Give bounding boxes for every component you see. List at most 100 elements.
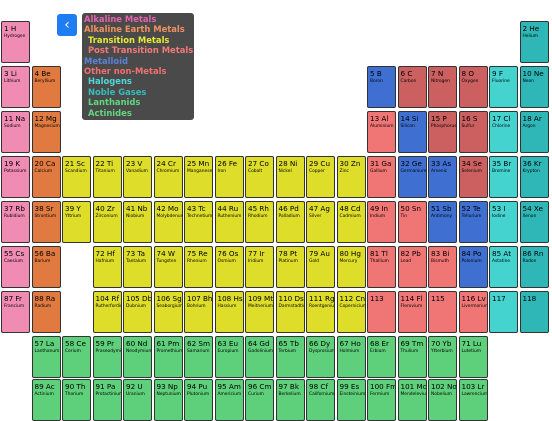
element-cell[interactable]: 19 K Potassium	[1, 156, 30, 198]
element-cell[interactable]: 20 Ca Calcium	[31, 156, 61, 198]
element-cell[interactable]: 77 Ir Iridium	[245, 246, 274, 288]
element-cell[interactable]: 32 Ge Germanium	[397, 156, 427, 198]
element-cell[interactable]: 84 Po Polonium	[458, 246, 488, 288]
element-cell[interactable]: 5 B Boron	[367, 66, 396, 108]
element-cell[interactable]: 15 P Phosphorus	[428, 111, 457, 153]
element-cell[interactable]: 65 Tb Terbium	[275, 336, 305, 378]
element-cell[interactable]: 40 Zr Zirconium	[92, 201, 122, 243]
element-cell[interactable]: 23 V Vanadium	[123, 156, 152, 198]
element-cell[interactable]: 51 Sb Antimony	[428, 201, 457, 243]
element-cell[interactable]: 73 Ta Tantalum	[123, 246, 152, 288]
element-cell[interactable]: 66 Dy Dysprosium	[306, 336, 335, 378]
element-cell[interactable]: 43 Tc Technetium	[184, 201, 213, 243]
legend-item[interactable]: Transition Metals	[88, 34, 170, 45]
element-cell[interactable]: 106 Sg Seaborgium	[153, 291, 183, 333]
legend-item[interactable]: Post Transition Metals	[88, 45, 194, 56]
element-cell[interactable]: 102 No Nobelium	[428, 379, 457, 421]
element-cell[interactable]: 90 Th Thorium	[62, 379, 91, 421]
element-cell[interactable]: 74 W Tungsten	[153, 246, 183, 288]
element-cell[interactable]: 39 Y Yttrium	[62, 201, 91, 243]
element-cell[interactable]: 71 Lu Lutetium	[458, 336, 488, 378]
element-cell[interactable]: 17 Cl Chlorine	[489, 111, 518, 153]
element-cell[interactable]: 8 O Oxygen	[458, 66, 488, 108]
element-cell[interactable]: 88 Ra Radium	[31, 291, 61, 333]
element-cell[interactable]: 35 Br Bromine	[489, 156, 518, 198]
legend-item[interactable]: Halogens	[88, 76, 132, 87]
element-cell[interactable]: 79 Au Gold	[306, 246, 335, 288]
element-cell[interactable]: 75 Re Rhenium	[184, 246, 213, 288]
element-cell[interactable]: 85 At Astatine	[489, 246, 518, 288]
element-cell[interactable]: 49 In Indium	[367, 201, 396, 243]
element-cell[interactable]: 45 Rh Rhodium	[245, 201, 274, 243]
back-button[interactable]: ‹	[57, 14, 77, 36]
element-cell[interactable]: 81 Tl Thallium	[367, 246, 396, 288]
element-cell[interactable]: 56 Ba Barium	[31, 246, 61, 288]
element-cell[interactable]: 60 Nd Neodymium	[123, 336, 152, 378]
element-cell[interactable]: 3 Li Lithium	[1, 66, 30, 108]
element-cell[interactable]: 38 Sr Strontium	[31, 201, 61, 243]
element-cell[interactable]: 50 Sn Tin	[397, 201, 427, 243]
element-cell[interactable]: 24 Cr Chromium	[153, 156, 183, 198]
element-cell[interactable]: 93 Np Neptunium	[153, 379, 183, 421]
element-cell[interactable]: 69 Tm Thulium	[397, 336, 427, 378]
element-cell[interactable]: 101 MdMendelevium	[397, 379, 427, 421]
element-cell[interactable]: 34 Se Selenium	[458, 156, 488, 198]
element-cell[interactable]: 12 Mg Magnesium	[31, 111, 61, 153]
element-cell[interactable]: 6 C Carbon	[397, 66, 427, 108]
legend-item[interactable]: Lanthanids	[88, 97, 141, 108]
element-cell[interactable]: 107 Bh Bohrium	[184, 291, 213, 333]
element-cell[interactable]: 64 Gd Gadolinium	[245, 336, 274, 378]
element-cell[interactable]: 11 Na Sodium	[1, 111, 30, 153]
element-cell[interactable]: 53 I Iodine	[489, 201, 518, 243]
element-cell[interactable]: 94 Pu Plutonium	[184, 379, 213, 421]
element-cell[interactable]: 67 Ho Holmium	[336, 336, 366, 378]
element-cell[interactable]: 70 Yb Ytterbium	[428, 336, 457, 378]
element-cell[interactable]: 100 Fm Fermium	[367, 379, 396, 421]
element-cell[interactable]: 33 As Arsenic	[428, 156, 457, 198]
element-cell[interactable]: 105 Db Dubnium	[123, 291, 152, 333]
element-cell[interactable]: 36 Kr Krypton	[519, 156, 549, 198]
legend-item[interactable]: Alkaline Earth Metals	[84, 24, 185, 35]
element-cell[interactable]: 98 Cf Californium	[306, 379, 335, 421]
element-cell[interactable]: 114 Fl Flerovium	[397, 291, 427, 333]
legend-item[interactable]: Actinides	[88, 107, 132, 118]
element-cell[interactable]: 48 Cd Cadmium	[336, 201, 366, 243]
element-cell[interactable]: 2 He Helium	[519, 21, 549, 63]
element-cell[interactable]: 118	[519, 291, 549, 333]
legend-item[interactable]: Noble Gases	[88, 86, 147, 97]
element-cell[interactable]: 27 Co Cobalt	[245, 156, 274, 198]
element-cell[interactable]: 57 La Lanthanum	[31, 336, 61, 378]
element-cell[interactable]: 63 Eu Europium	[214, 336, 244, 378]
element-cell[interactable]: 111 RgRoentgenium	[306, 291, 335, 333]
element-cell[interactable]: 28 Ni Nickel	[275, 156, 305, 198]
element-cell[interactable]: 86 Rn Radon	[519, 246, 549, 288]
legend-item[interactable]: Other non-Metals	[84, 66, 167, 76]
element-cell[interactable]: 117	[489, 291, 518, 333]
element-cell[interactable]: 103 Lr Lawrencium	[458, 379, 488, 421]
legend-item[interactable]: Metalloid	[84, 55, 129, 66]
element-cell[interactable]: 21 Sc Scandium	[62, 156, 91, 198]
element-cell[interactable]: 7 N Nitrogen	[428, 66, 457, 108]
element-cell[interactable]: 18 Ar Argon	[519, 111, 549, 153]
element-cell[interactable]: 72 Hf Hafnium	[92, 246, 122, 288]
element-cell[interactable]: 82 Pb Lead	[397, 246, 427, 288]
element-cell[interactable]: 62 Sm Samarium	[184, 336, 213, 378]
element-cell[interactable]: 52 Te Tellurium	[458, 201, 488, 243]
element-cell[interactable]: 97 Bk Berkelium	[275, 379, 305, 421]
element-cell[interactable]: 55 Cs Caesium	[1, 246, 30, 288]
element-cell[interactable]: 76 Os Osmium	[214, 246, 244, 288]
element-cell[interactable]: 68 Er Erbium	[367, 336, 396, 378]
element-cell[interactable]: 9 F Fluorine	[489, 66, 518, 108]
element-cell[interactable]: 25 Mn Manganese	[184, 156, 213, 198]
element-cell[interactable]: 83 Bi Bismuth	[428, 246, 457, 288]
element-cell[interactable]: 13 Al Aluminium	[367, 111, 396, 153]
element-cell[interactable]: 54 Xe Xenon	[519, 201, 549, 243]
element-cell[interactable]: 87 Fr Francium	[1, 291, 30, 333]
element-cell[interactable]: 42 Mo Molybdenum	[153, 201, 183, 243]
element-cell[interactable]: 104 RfRutherfordium	[92, 291, 122, 333]
element-cell[interactable]: 109 Mt Meitnerium	[245, 291, 274, 333]
element-cell[interactable]: 47 Ag Silver	[306, 201, 335, 243]
element-cell[interactable]: 37 Rb Rubidium	[1, 201, 30, 243]
element-cell[interactable]: 115	[428, 291, 457, 333]
element-cell[interactable]: 80 Hg Mercury	[336, 246, 366, 288]
